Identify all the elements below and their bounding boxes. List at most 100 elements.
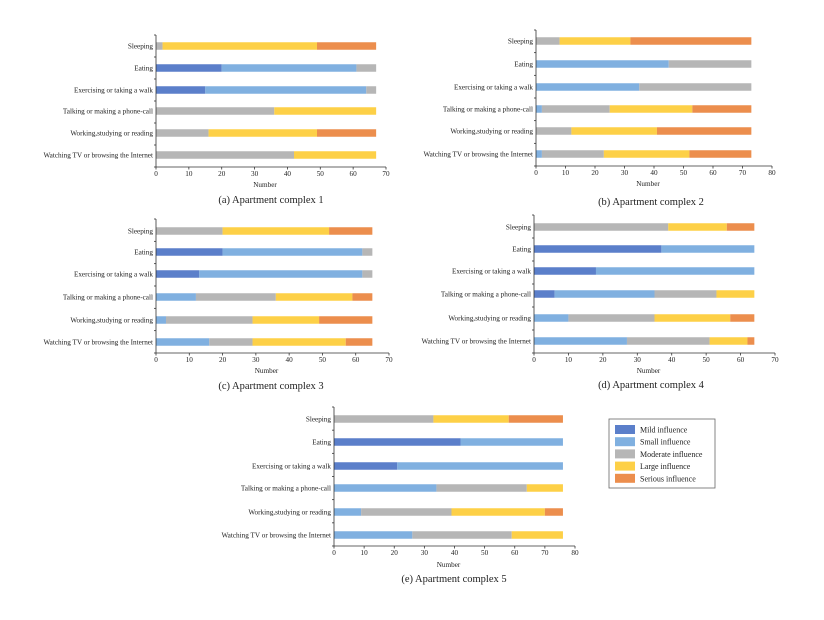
bar-segment-moderate <box>156 227 223 235</box>
bar-segment-small <box>460 438 563 446</box>
chart-1: Sleeping Eating Exercising or taking a wal… <box>43 34 390 206</box>
bar-segment-moderate <box>209 338 253 346</box>
bar-segment-large <box>668 223 727 231</box>
bar-segment-small <box>661 245 755 253</box>
category-label: Talking or making a phone-call <box>63 294 153 302</box>
bar-segment-serious <box>317 42 377 50</box>
category-label: Talking or making a phone-call <box>63 108 153 116</box>
category-label: Exercising or taking a walk <box>252 463 331 471</box>
x-tick-label: 10 <box>562 169 570 177</box>
bar-segment-large <box>275 293 353 301</box>
legend: Mild influence Small influence Moderate in… <box>608 418 716 489</box>
x-tick-label: 30 <box>251 170 259 178</box>
category-label: Talking or making a phone-call <box>241 485 331 493</box>
category-label: Exercising or taking a walk <box>452 268 531 276</box>
bar-segment-small <box>334 484 437 492</box>
bar-segment-mild <box>156 86 206 94</box>
x-tick-label: 20 <box>219 356 227 364</box>
bar-segment-mild <box>156 270 200 278</box>
bar-segment-small <box>156 293 196 301</box>
x-tick-label: 30 <box>634 356 642 364</box>
category-label: Eating <box>134 249 153 257</box>
bar-segment-large <box>603 150 690 158</box>
x-tick-label: 10 <box>186 356 194 364</box>
bar-segment-moderate <box>654 290 717 298</box>
category-label: Working,studying or reading <box>248 509 331 517</box>
x-tick-label: 30 <box>421 549 429 557</box>
x-axis-title: Number <box>437 561 461 569</box>
x-tick-label: 70 <box>541 549 549 557</box>
bar-segment-mild <box>334 438 461 446</box>
bar-segment-serious <box>508 415 563 423</box>
x-tick-label: 20 <box>599 356 607 364</box>
bar-segment-small <box>536 105 542 113</box>
bar-segment-small <box>334 531 413 539</box>
category-label: Eating <box>512 246 531 254</box>
x-tick-label: 0 <box>154 170 158 178</box>
bar-segment-small <box>534 337 627 345</box>
bar-segment-small <box>554 290 655 298</box>
category-label: Sleeping <box>306 416 332 424</box>
x-tick-label: 40 <box>650 169 658 177</box>
bar-segment-moderate <box>362 270 373 278</box>
bar-segment-large <box>208 129 317 137</box>
x-tick-label: 0 <box>332 549 336 557</box>
x-tick-label: 30 <box>252 356 260 364</box>
chart-caption: (c) Apartment complex 3 <box>218 381 323 392</box>
chart-caption: (a) Apartment complex 1 <box>218 195 323 206</box>
bar-segment-serious <box>544 508 563 516</box>
x-axis-title: Number <box>253 181 277 189</box>
bar-segment-moderate <box>534 223 669 231</box>
bar-segment-large <box>162 42 317 50</box>
bar-segment-moderate <box>356 64 377 72</box>
legend-swatch-serious <box>615 473 635 483</box>
bar-segment-moderate <box>334 415 434 423</box>
category-label: Watching TV or browsing the Internet <box>423 151 533 159</box>
x-axis-title: Number <box>255 367 279 375</box>
chart-caption: (e) Apartment complex 5 <box>401 574 506 585</box>
bar-segment-serious <box>352 293 373 301</box>
bar-segment-large <box>274 107 377 115</box>
bar-segment-moderate <box>412 531 512 539</box>
bar-segment-serious <box>630 37 752 45</box>
x-tick-label: 0 <box>532 356 536 364</box>
bar-segment-large <box>222 227 330 235</box>
x-tick-label: 60 <box>737 356 745 364</box>
bar-segment-small <box>595 267 755 275</box>
category-label: Exercising or taking a walk <box>454 84 533 92</box>
bar-segment-serious <box>345 338 373 346</box>
x-tick-label: 70 <box>771 356 779 364</box>
bar-segment-moderate <box>536 127 572 135</box>
category-label: Watching TV or browsing the Internet <box>43 339 153 347</box>
category-label: Watching TV or browsing the Internet <box>221 532 331 540</box>
category-label: Exercising or taking a walk <box>74 271 153 279</box>
category-label: Working,studying or reading <box>448 315 531 323</box>
bar-segment-large <box>526 484 563 492</box>
bar-segment-small <box>156 338 210 346</box>
x-tick-label: 70 <box>385 356 393 364</box>
bar-segment-small <box>156 316 166 324</box>
bar-segment-moderate <box>195 293 276 301</box>
x-tick-label: 0 <box>534 169 538 177</box>
bar-segment-large <box>252 316 320 324</box>
bar-segment-moderate <box>165 316 253 324</box>
legend-swatch-moderate <box>615 449 635 459</box>
x-tick-label: 20 <box>591 169 599 177</box>
bar-segment-moderate <box>156 42 163 50</box>
bar-segment-moderate <box>156 107 275 115</box>
x-tick-label: 0 <box>154 356 158 364</box>
x-tick-label: 10 <box>185 170 193 178</box>
x-tick-label: 80 <box>768 169 776 177</box>
category-label: Watching TV or browsing the Internet <box>43 152 153 160</box>
bar-segment-moderate <box>639 83 752 91</box>
bar-segment-large <box>559 37 631 45</box>
x-tick-label: 60 <box>709 169 717 177</box>
category-label: Exercising or taking a walk <box>74 87 153 95</box>
bar-segment-mild <box>156 248 223 256</box>
legend-label-large: Large influence <box>640 462 691 471</box>
charts-container: Sleeping Eating Exercising or taking a wal… <box>43 29 779 585</box>
bar-segment-moderate <box>156 151 294 159</box>
bar-segment-mild <box>534 245 662 253</box>
legend-label-moderate: Moderate influence <box>640 450 703 459</box>
bar-segment-moderate <box>668 60 752 68</box>
